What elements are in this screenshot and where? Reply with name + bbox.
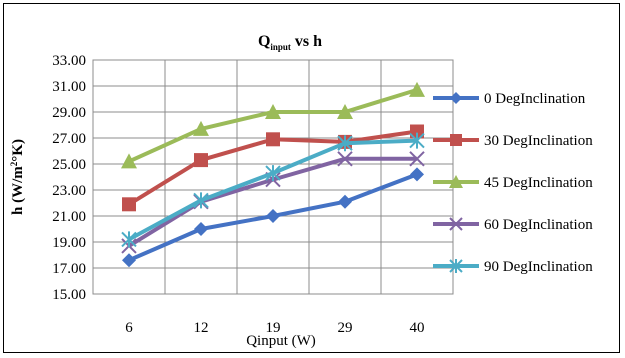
data-point — [193, 192, 209, 209]
data-point — [266, 132, 280, 147]
legend-item: 90 DegInclination — [433, 259, 593, 275]
legend-item: 30 DegInclination — [433, 133, 593, 149]
data-point — [449, 175, 463, 188]
y-tick-label: 33.00 — [52, 53, 86, 69]
x-tick-label: 29 — [338, 320, 353, 336]
y-tick-label: 27.00 — [52, 131, 86, 147]
data-point — [194, 153, 208, 168]
data-point — [265, 104, 281, 119]
data-point — [265, 165, 281, 182]
x-tick-label: 6 — [125, 320, 133, 336]
data-point — [337, 104, 353, 119]
data-point — [121, 153, 137, 169]
data-point — [449, 217, 463, 231]
data-point — [337, 135, 353, 152]
data-point — [409, 132, 425, 149]
series-line — [121, 81, 425, 169]
legend-label: 60 DegInclination — [484, 217, 593, 233]
y-axis-label: h (W/m2°K) — [9, 139, 26, 215]
x-tick-label: 12 — [194, 320, 209, 336]
legend-item: 45 DegInclination — [433, 175, 593, 191]
x-axis-label: Qinput (W) — [246, 333, 316, 349]
legend-label: 45 DegInclination — [484, 175, 593, 191]
data-point — [450, 92, 462, 104]
data-point — [409, 81, 425, 97]
data-point — [410, 124, 424, 139]
legend-item: 60 DegInclination — [433, 217, 593, 233]
series-group — [121, 81, 425, 268]
data-point — [410, 167, 424, 182]
series-line — [122, 124, 424, 212]
y-tick-label: 19.00 — [52, 235, 86, 251]
y-tick-label: 25.00 — [52, 157, 86, 173]
y-tick-label: 17.00 — [52, 261, 86, 277]
x-tick-label: 19 — [266, 320, 281, 336]
data-point — [338, 194, 352, 209]
y-tick-label: 23.00 — [52, 183, 86, 199]
data-point — [266, 209, 280, 223]
data-point — [193, 120, 209, 136]
x-tick-labels: 6 12 19 29 40 — [125, 320, 424, 336]
data-point — [449, 259, 463, 273]
data-point — [337, 151, 353, 167]
series-line — [122, 167, 424, 268]
series-line — [121, 132, 425, 248]
data-point — [121, 231, 137, 248]
legend-item: 0 DegInclination — [433, 91, 586, 107]
data-point — [450, 134, 462, 146]
data-point — [194, 222, 208, 236]
y-tick-label: 31.00 — [52, 79, 86, 95]
legend: 0 DegInclination 30 DegInclination 45 DegI… — [433, 91, 593, 275]
data-point — [122, 197, 136, 212]
legend-label: 90 DegInclination — [484, 259, 593, 275]
y-tick-label: 29.00 — [52, 105, 86, 121]
chart-title: Qinput vs h — [258, 33, 322, 52]
y-tick-labels: 15.00 17.00 19.00 21.00 23.00 25.00 27.00 29.00… — [52, 53, 86, 303]
data-point — [409, 151, 425, 167]
y-tick-label: 21.00 — [52, 209, 86, 225]
data-point — [122, 253, 136, 268]
legend-label: 0 DegInclination — [484, 91, 586, 107]
x-tick-label: 40 — [410, 320, 425, 336]
legend-label: 30 DegInclination — [484, 133, 593, 149]
y-tick-label: 15.00 — [52, 287, 86, 303]
